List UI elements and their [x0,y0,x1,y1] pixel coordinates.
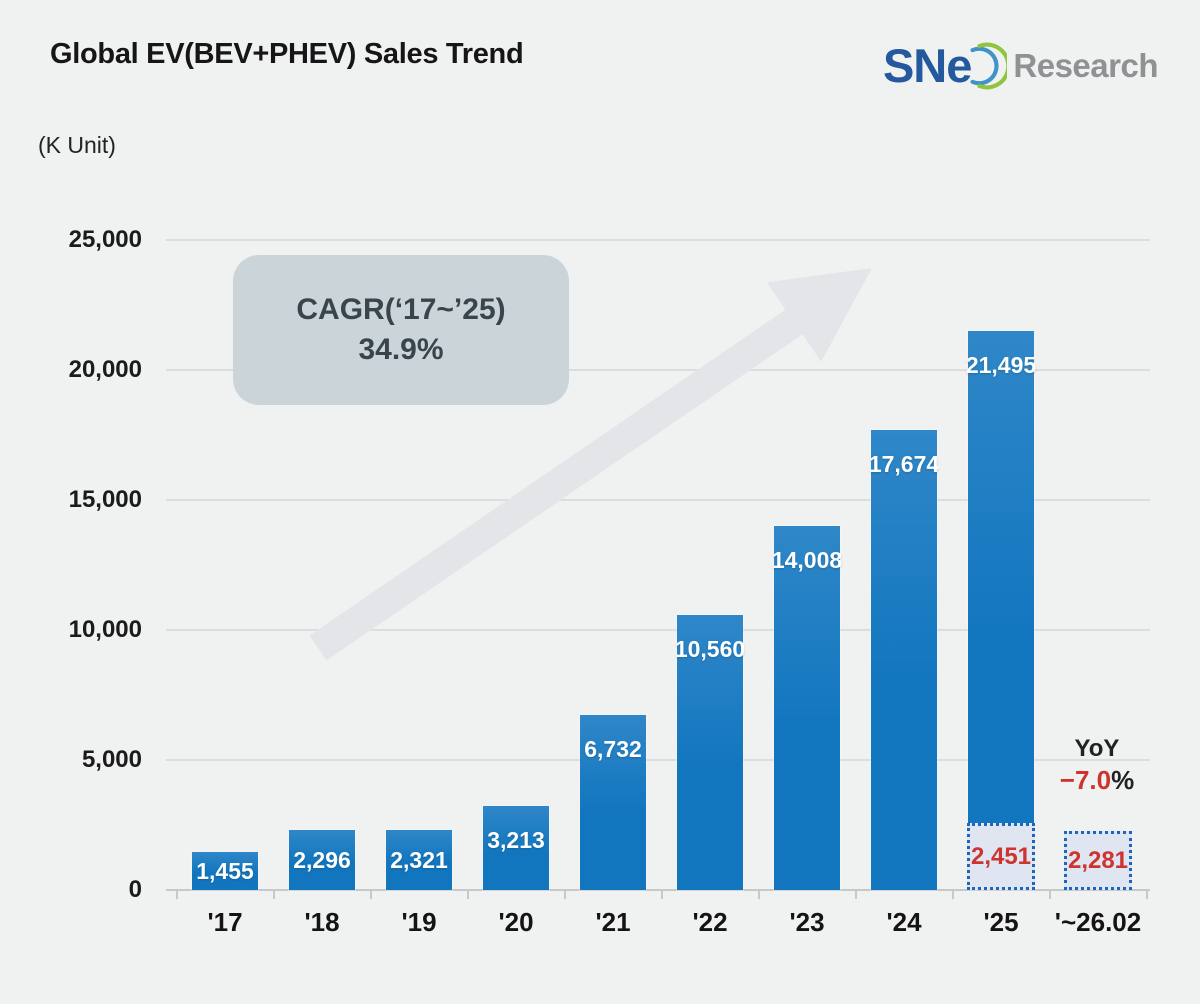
logo-research-text: Research [1013,47,1158,84]
x-axis-tick [1048,890,1051,899]
x-tick-label: '18 [304,907,340,937]
gridline [166,239,1150,241]
bar-21: 6,732 [580,715,646,890]
bar-value-label: 2,296 [293,847,351,873]
x-axis-tick [757,890,760,899]
gridline [166,759,1150,761]
logo-arcs-icon [970,42,1008,90]
x-axis-tick [660,890,663,899]
bar-20: 3,213 [483,806,549,890]
yoy-value-suffix: % [1111,765,1135,795]
x-tick-label: '~26.02 [1054,907,1142,937]
cagr-annotation: CAGR(‘17~’25) 34.9% [233,255,569,405]
yoy-annotation: YoY −7.0% [1036,734,1158,796]
cagr-line1: CAGR(‘17~’25) [296,293,506,326]
x-tick-label: '23 [789,907,825,937]
x-tick-label: '22 [692,907,728,937]
x-axis-tick [272,890,275,899]
bar-25: 21,495 [965,331,1037,890]
x-axis-tick [951,890,954,899]
y-tick-label: 20,000 [68,356,142,383]
bar-value-label: 10,560 [674,636,746,662]
gridline [166,369,1150,371]
bar-24: 17,674 [868,430,940,890]
bar-value-label: 3,213 [487,827,545,853]
gridline [166,629,1150,631]
page-title: Global EV(BEV+PHEV) Sales Trend [50,38,524,70]
bar-value-label: 14,008 [771,547,843,573]
cagr-line2: 34.9% [358,333,444,366]
yoy-value-number: −7.0 [1059,765,1112,795]
y-tick-label: 15,000 [68,486,142,513]
bar-18: 2,296 [289,830,355,890]
y-axis-unit-label: (K Unit) [38,132,116,158]
x-axis-tick [369,890,372,899]
sne-research-logo: SNe Research [882,34,1159,98]
x-tick-label: '25 [983,907,1019,937]
ytd-2025-dotted-box: 2,451 [967,823,1035,890]
x-tick-label: '20 [498,907,534,937]
bar-value-label: 21,495 [965,352,1037,378]
bar-19: 2,321 [386,830,452,890]
bar-value-label: 2,321 [390,847,448,873]
x-tick-label: '17 [207,907,243,937]
bar-17: 1,455 [192,852,258,890]
bar-22: 10,560 [674,615,746,890]
x-axis-line [166,889,1150,891]
y-tick-label: 25,000 [68,226,142,253]
y-tick-label: 10,000 [68,616,142,643]
x-tick-label: '21 [595,907,631,937]
bar-value-label: 6,732 [584,736,642,762]
y-tick-label: 5,000 [81,746,142,773]
x-axis-tick [563,890,566,899]
forecast-2026-dotted-box: 2,281 [1064,831,1132,890]
x-axis-tick [854,890,857,899]
yoy-label: YoY [1074,735,1120,762]
yoy-value: −7.0% [1036,764,1158,796]
y-tick-label: 0 [128,876,142,903]
x-axis-tick [466,890,469,899]
x-axis-tick [175,890,178,899]
x-tick-label: '19 [401,907,437,937]
x-tick-label: '24 [886,907,922,937]
bar-23: 14,008 [771,526,843,890]
bar-value-label: 1,455 [196,858,254,884]
logo-wordmark: SNe [882,39,972,92]
bar-value-label: 17,674 [868,451,940,477]
gridline [166,499,1150,501]
x-axis-tick [1145,890,1148,899]
